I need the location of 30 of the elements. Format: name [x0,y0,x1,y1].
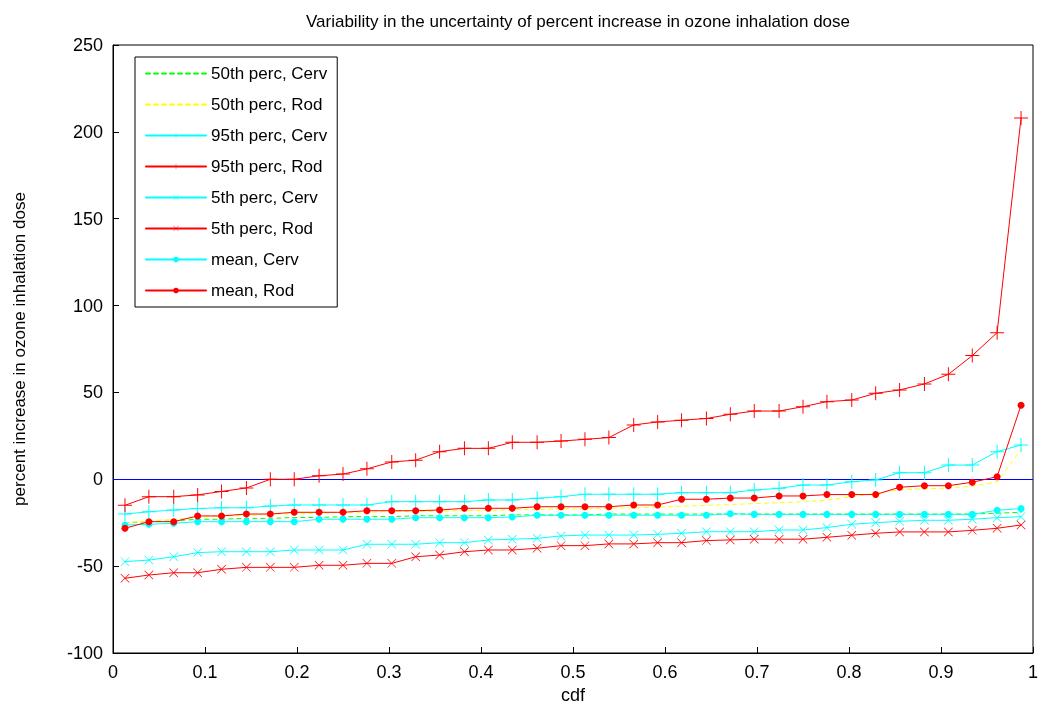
x-tick-label: 0.1 [192,662,218,682]
y-tick-label: -100 [66,643,103,663]
y-tick-label: 200 [72,121,103,142]
y-tick-label: 100 [72,295,103,316]
x-tick-label: 0.2 [284,662,310,682]
x-tick-label: 0.9 [928,662,954,682]
legend-label: mean, Cerv [211,250,300,269]
y-tick-label: 250 [72,35,103,55]
x-tick-label: 0.5 [560,662,586,682]
x-tick-label: 0 [107,662,119,682]
legend-label: 95th perc, Rod [211,157,323,176]
y-tick-label: -50 [76,556,103,577]
x-tick-label: 0.3 [376,662,402,682]
y-tick-label: 150 [72,208,103,229]
chart-title: Variability in the uncertainty of percent increase in ozone inhalation dose [305,12,851,31]
x-tick-label: 0.4 [468,662,494,682]
legend-label: 5th perc, Cerv [211,188,319,207]
legend-label: 5th perc, Rod [211,219,314,238]
x-tick-label: 1 [1027,662,1039,682]
legend-label: 50th perc, Cerv [211,64,328,83]
y-axis-title: percent increase in ozone inhalation dose [10,192,29,506]
x-axis-title: cdf [560,684,586,705]
y-tick-label: 0 [92,469,103,490]
x-tick-label: 0.7 [744,662,770,682]
x-tick-label: 0.8 [836,662,862,682]
legend-label: mean, Rod [211,281,295,300]
y-tick-label: 50 [82,382,103,403]
legend-label: 50th perc, Rod [211,95,323,114]
legend-label: 95th perc, Cerv [211,126,328,145]
x-tick-label: 0.6 [652,662,678,682]
